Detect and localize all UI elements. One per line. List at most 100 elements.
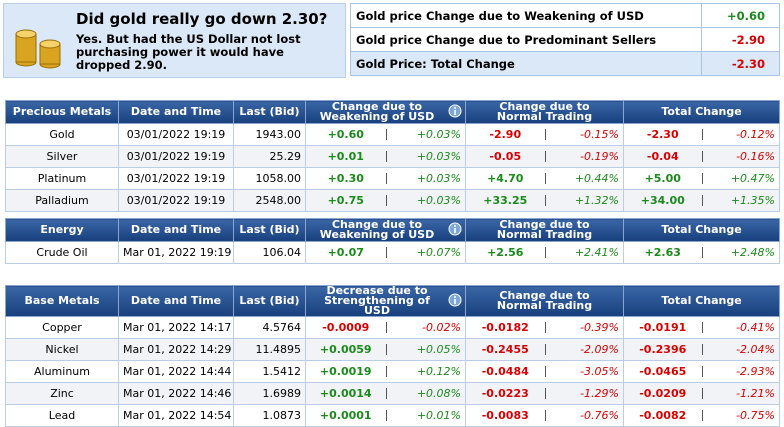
data-row: Copper Mar 01, 2022 14:17 4.5764 -0.0009 -0.…: [5, 316, 780, 339]
change-percent: -0.12%: [701, 123, 780, 146]
name: Palladium: [5, 189, 119, 212]
change-percent: +0.07%: [385, 241, 466, 264]
name: Nickel: [5, 338, 119, 361]
date-time: 03/01/2022 19:19: [118, 145, 234, 168]
data-table: Base Metals Date and Time Last (Bid) Decrea…: [5, 285, 780, 427]
change-value: -0.0191: [623, 316, 702, 339]
change-percent: -0.39%: [544, 316, 624, 339]
last-bid: 1.5412: [233, 360, 306, 383]
summary-value: +0.60: [701, 3, 780, 28]
data-row: Gold 03/01/2022 19:19 1943.00 +0.60 +0.03% -2…: [5, 123, 780, 146]
header-text: Last (Bid): [239, 105, 300, 118]
header-text: Date and Time: [130, 105, 222, 118]
change-percent: -0.19%: [544, 145, 624, 168]
last-bid: 106.04: [233, 241, 306, 264]
change-value: +33.25: [465, 189, 545, 212]
change-percent: -2.04%: [701, 338, 780, 361]
change-value: +0.30: [305, 167, 386, 190]
change-value: +0.0001: [305, 404, 386, 427]
header-text: Change due to Normal Trading: [496, 289, 593, 312]
last-bid: 1.6989: [233, 382, 306, 405]
data-table: Precious Metals Date and Time Last (Bid) Ch…: [5, 100, 780, 212]
last-bid: 11.4895: [233, 338, 306, 361]
change-value: +4.70: [465, 167, 545, 190]
change-percent: -1.21%: [701, 382, 780, 405]
change-value: +0.0014: [305, 382, 386, 405]
column-header: Change due to Normal Trading: [465, 218, 624, 242]
change-percent: -1.29%: [544, 382, 624, 405]
column-header: Change due to Normal Trading: [465, 285, 624, 317]
column-header: Date and Time: [118, 100, 234, 124]
change-percent: +0.44%: [544, 167, 624, 190]
column-header: Change due to Weakening of USD: [305, 218, 466, 242]
change-value: -0.2455: [465, 338, 545, 361]
change-value: -0.0182: [465, 316, 545, 339]
change-percent: +0.01%: [385, 404, 466, 427]
change-percent: -3.05%: [544, 360, 624, 383]
last-bid: 1058.00: [233, 167, 306, 190]
date-time: 03/01/2022 19:19: [118, 167, 234, 190]
change-percent: -2.93%: [701, 360, 780, 383]
change-value: -0.0209: [623, 382, 702, 405]
name: Copper: [5, 316, 119, 339]
change-value: +0.0019: [305, 360, 386, 383]
column-header: Date and Time: [118, 218, 234, 242]
name: Lead: [5, 404, 119, 427]
data-row: Aluminum Mar 01, 2022 14:44 1.5412 +0.0019 +…: [5, 360, 780, 383]
change-percent: +0.03%: [385, 167, 466, 190]
last-bid: 4.5764: [233, 316, 306, 339]
column-header: Change due to Weakening of USD: [305, 100, 466, 124]
change-value: +2.56: [465, 241, 545, 264]
info-icon[interactable]: [448, 222, 462, 238]
change-value: -0.0009: [305, 316, 386, 339]
header-row: Precious Metals Date and Time Last (Bid) Ch…: [5, 100, 780, 124]
summary-row: Gold Price: Total Change -2.30: [350, 51, 780, 76]
change-percent: +1.35%: [701, 189, 780, 212]
change-value: +5.00: [623, 167, 702, 190]
column-header: Decrease due to Strengthening of USD: [305, 284, 466, 317]
column-header: Energy: [5, 218, 119, 242]
name: Aluminum: [5, 360, 119, 383]
change-percent: -0.76%: [544, 404, 624, 427]
change-value: -0.0484: [465, 360, 545, 383]
date-time: Mar 01, 2022 14:29: [118, 338, 234, 361]
info-icon[interactable]: [448, 293, 462, 309]
change-value: -0.0082: [623, 404, 702, 427]
header-text: Change due to Normal Trading: [496, 218, 593, 241]
change-value: -0.0083: [465, 404, 545, 427]
change-value: +0.75: [305, 189, 386, 212]
last-bid: 1.0873: [233, 404, 306, 427]
header-text: Decrease due to Strengthening of USD: [324, 284, 430, 317]
data-row: Platinum 03/01/2022 19:19 1058.00 +0.30 +0.0…: [5, 167, 780, 190]
summary-label: Gold Price: Total Change: [350, 51, 702, 76]
header-text: Total Change: [661, 294, 742, 307]
data-row: Nickel Mar 01, 2022 14:29 11.4895 +0.0059 +0…: [5, 338, 780, 361]
summary-row: Gold price Change due to Predominant Sel…: [350, 27, 780, 52]
date-time: Mar 01, 2022 14:17: [118, 316, 234, 339]
header-text: Total Change: [661, 223, 742, 236]
change-percent: -0.75%: [701, 404, 780, 427]
header-text: Base Metals: [24, 294, 100, 307]
column-header: Last (Bid): [233, 285, 306, 317]
change-value: +0.01: [305, 145, 386, 168]
info-icon[interactable]: [448, 104, 462, 120]
change-value: -0.05: [465, 145, 545, 168]
change-percent: +2.48%: [701, 241, 780, 264]
change-percent: +1.32%: [544, 189, 624, 212]
change-value: +34.00: [623, 189, 702, 212]
last-bid: 25.29: [233, 145, 306, 168]
data-row: Lead Mar 01, 2022 14:54 1.0873 +0.0001 +0.01…: [5, 404, 780, 427]
header-row: Energy Date and Time Last (Bid) Change due …: [5, 218, 780, 242]
answer: Yes. But had the US Dollar not lost purc…: [76, 32, 301, 72]
header-text: Date and Time: [130, 223, 222, 236]
name: Platinum: [5, 167, 119, 190]
column-header: Total Change: [623, 218, 780, 242]
data-row: Zinc Mar 01, 2022 14:46 1.6989 +0.0014 +0.08…: [5, 382, 780, 405]
change-percent: -0.15%: [544, 123, 624, 146]
last-bid: 2548.00: [233, 189, 306, 212]
change-value: -0.04: [623, 145, 702, 168]
column-header: Change due to Normal Trading: [465, 100, 624, 124]
change-percent: -0.41%: [701, 316, 780, 339]
last-bid: 1943.00: [233, 123, 306, 146]
summary-value: -2.30: [701, 51, 780, 76]
